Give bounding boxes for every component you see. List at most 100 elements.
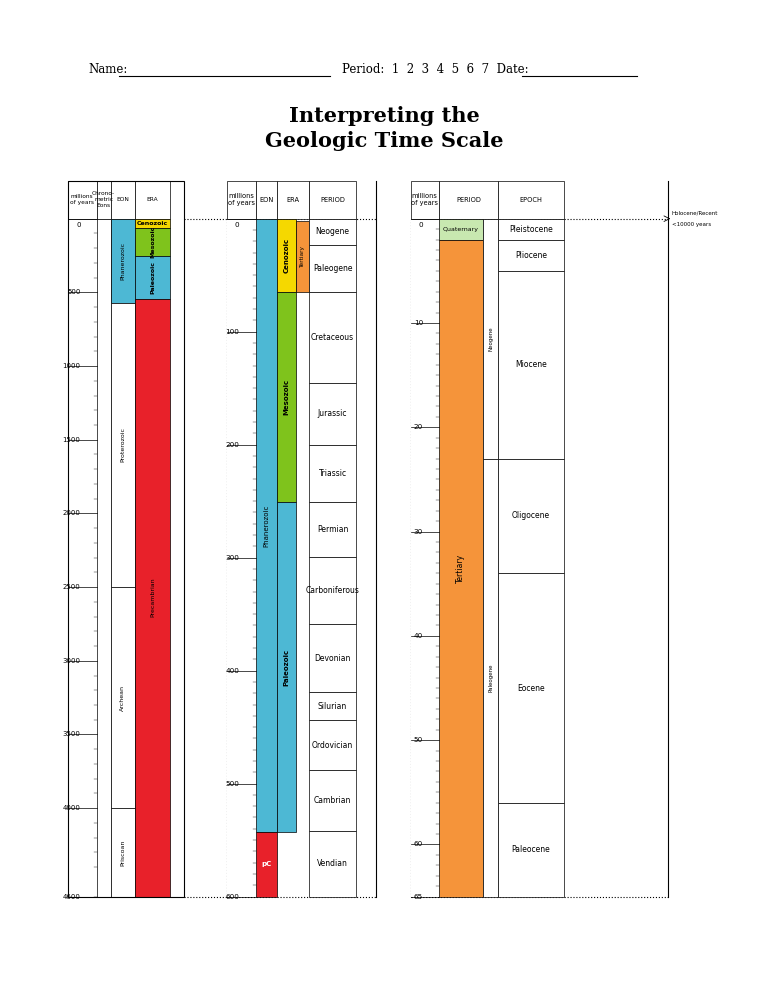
Text: Eocene: Eocene [518,684,545,693]
Bar [439,240,483,897]
Bar [309,692,356,721]
Bar [411,181,439,219]
Text: ERA: ERA [286,197,300,203]
Bar [256,219,277,832]
Text: 30: 30 [414,529,423,535]
Text: Period:  1  2  3  4  5  6  7  Date:: Period: 1 2 3 4 5 6 7 Date: [342,63,528,77]
Text: Archean: Archean [121,685,125,711]
Bar [309,557,356,624]
Bar [439,219,483,240]
Text: Vendian: Vendian [317,860,348,869]
Text: millions
of years: millions of years [411,193,439,207]
Bar [111,181,135,219]
Bar [277,181,309,219]
Bar [498,803,564,897]
Text: Devonian: Devonian [314,654,351,663]
Bar [309,770,356,831]
Bar [309,383,356,444]
Text: Chrono-
metric
Eons: Chrono- metric Eons [92,192,115,208]
Text: EPOCH: EPOCH [520,197,542,203]
Text: <10000 years: <10000 years [672,222,711,227]
Bar [277,502,296,832]
Text: Cenozoic: Cenozoic [284,238,290,273]
Bar [309,219,356,245]
Bar [256,181,277,219]
Text: Triassic: Triassic [319,469,346,478]
Text: Interpreting the: Interpreting the [289,106,479,126]
Text: 0: 0 [235,222,240,228]
Text: 500: 500 [67,289,81,295]
Bar [135,219,170,229]
Text: 0: 0 [419,222,423,228]
Text: Holocene/Recent: Holocene/Recent [672,211,718,216]
Text: 50: 50 [414,738,423,744]
Bar [498,574,564,803]
Text: millions
of years: millions of years [227,193,255,207]
Text: Phanerozoic: Phanerozoic [263,504,270,547]
Bar [309,444,356,502]
Text: 4000: 4000 [62,805,81,811]
Text: 100: 100 [226,329,240,335]
Text: Mesozoic: Mesozoic [284,379,290,415]
Text: 3500: 3500 [62,732,81,738]
Text: 0: 0 [76,222,81,228]
Text: Paleogene: Paleogene [488,663,493,692]
Bar [483,458,498,897]
Text: Paleozoic: Paleozoic [284,649,290,686]
Bar [97,181,111,219]
Bar [483,219,498,458]
Text: pC: pC [261,862,272,868]
Text: Neogene: Neogene [316,228,349,237]
Bar [111,219,135,303]
Bar [309,502,356,557]
Text: Cretaceous: Cretaceous [311,333,354,342]
Bar [309,181,356,219]
Bar [498,181,564,219]
Bar [277,292,296,502]
Text: Permian: Permian [317,525,348,534]
Text: 2000: 2000 [62,511,81,517]
Text: 300: 300 [226,555,240,561]
Text: 200: 200 [226,441,240,447]
Text: 500: 500 [226,780,240,786]
Text: Pliocene: Pliocene [515,250,547,259]
Bar [498,240,564,270]
Text: Mesozoic: Mesozoic [150,226,155,258]
Bar [309,624,356,692]
Text: Ordovician: Ordovician [312,741,353,749]
Bar [411,219,439,897]
Bar [68,181,97,219]
Text: Precambrian: Precambrian [150,578,155,617]
Text: Proterozoic: Proterozoic [121,427,125,462]
Text: Geologic Time Scale: Geologic Time Scale [265,131,503,151]
Bar [498,219,564,240]
Text: Paleocene: Paleocene [511,845,551,854]
Text: Quaternary: Quaternary [443,227,478,232]
Bar [97,219,111,897]
Bar [309,831,356,897]
Bar [439,181,498,219]
Bar [135,181,170,219]
Text: Jurassic: Jurassic [318,410,347,418]
Text: PERIOD: PERIOD [320,197,345,203]
Text: 4600: 4600 [62,894,81,900]
Text: Miocene: Miocene [515,360,547,369]
Bar [227,181,256,219]
Text: Priscoan: Priscoan [121,839,125,866]
Text: Paleogene: Paleogene [313,263,353,273]
Text: 2500: 2500 [63,584,81,590]
Bar [309,292,356,383]
Bar [111,808,135,897]
Text: 40: 40 [414,633,423,639]
Bar [498,458,564,574]
Bar [296,221,309,292]
Bar [135,299,170,897]
Bar [256,832,277,897]
Text: 20: 20 [414,424,423,430]
Bar [309,721,356,770]
Text: 1000: 1000 [62,363,81,369]
Bar [111,587,135,808]
Text: 60: 60 [414,842,423,848]
Bar [277,219,296,292]
Text: Cambrian: Cambrian [314,796,351,805]
